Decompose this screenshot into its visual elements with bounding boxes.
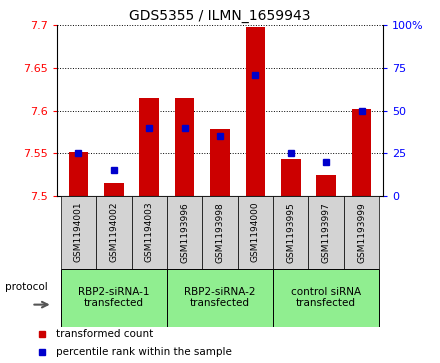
- Text: GSM1193997: GSM1193997: [322, 202, 331, 262]
- Bar: [167, 196, 202, 269]
- Bar: [61, 196, 96, 269]
- Text: RBP2-siRNA-1
transfected: RBP2-siRNA-1 transfected: [78, 287, 150, 309]
- Text: GSM1193999: GSM1193999: [357, 202, 366, 262]
- Bar: [167, 269, 273, 327]
- Title: GDS5355 / ILMN_1659943: GDS5355 / ILMN_1659943: [129, 9, 311, 23]
- Bar: [352, 109, 371, 196]
- Text: control siRNA
transfected: control siRNA transfected: [291, 287, 361, 309]
- Bar: [316, 175, 336, 196]
- Bar: [69, 152, 88, 196]
- Bar: [344, 196, 379, 269]
- Bar: [273, 196, 308, 269]
- Text: percentile rank within the sample: percentile rank within the sample: [56, 347, 232, 357]
- Bar: [273, 269, 379, 327]
- Bar: [281, 159, 301, 196]
- Bar: [202, 196, 238, 269]
- Bar: [61, 269, 167, 327]
- Bar: [246, 27, 265, 196]
- Bar: [175, 98, 194, 196]
- Text: protocol: protocol: [4, 282, 48, 292]
- Text: GSM1193998: GSM1193998: [216, 202, 224, 262]
- Text: GSM1194000: GSM1194000: [251, 202, 260, 262]
- Bar: [210, 130, 230, 196]
- Text: transformed count: transformed count: [56, 329, 153, 339]
- Bar: [96, 196, 132, 269]
- Text: GSM1194001: GSM1194001: [74, 202, 83, 262]
- Bar: [139, 98, 159, 196]
- Text: GSM1194003: GSM1194003: [145, 202, 154, 262]
- Text: GSM1193995: GSM1193995: [286, 202, 295, 262]
- Text: GSM1194002: GSM1194002: [109, 202, 118, 262]
- Bar: [132, 196, 167, 269]
- Bar: [104, 183, 124, 196]
- Bar: [238, 196, 273, 269]
- Text: RBP2-siRNA-2
transfected: RBP2-siRNA-2 transfected: [184, 287, 256, 309]
- Text: GSM1193996: GSM1193996: [180, 202, 189, 262]
- Bar: [308, 196, 344, 269]
